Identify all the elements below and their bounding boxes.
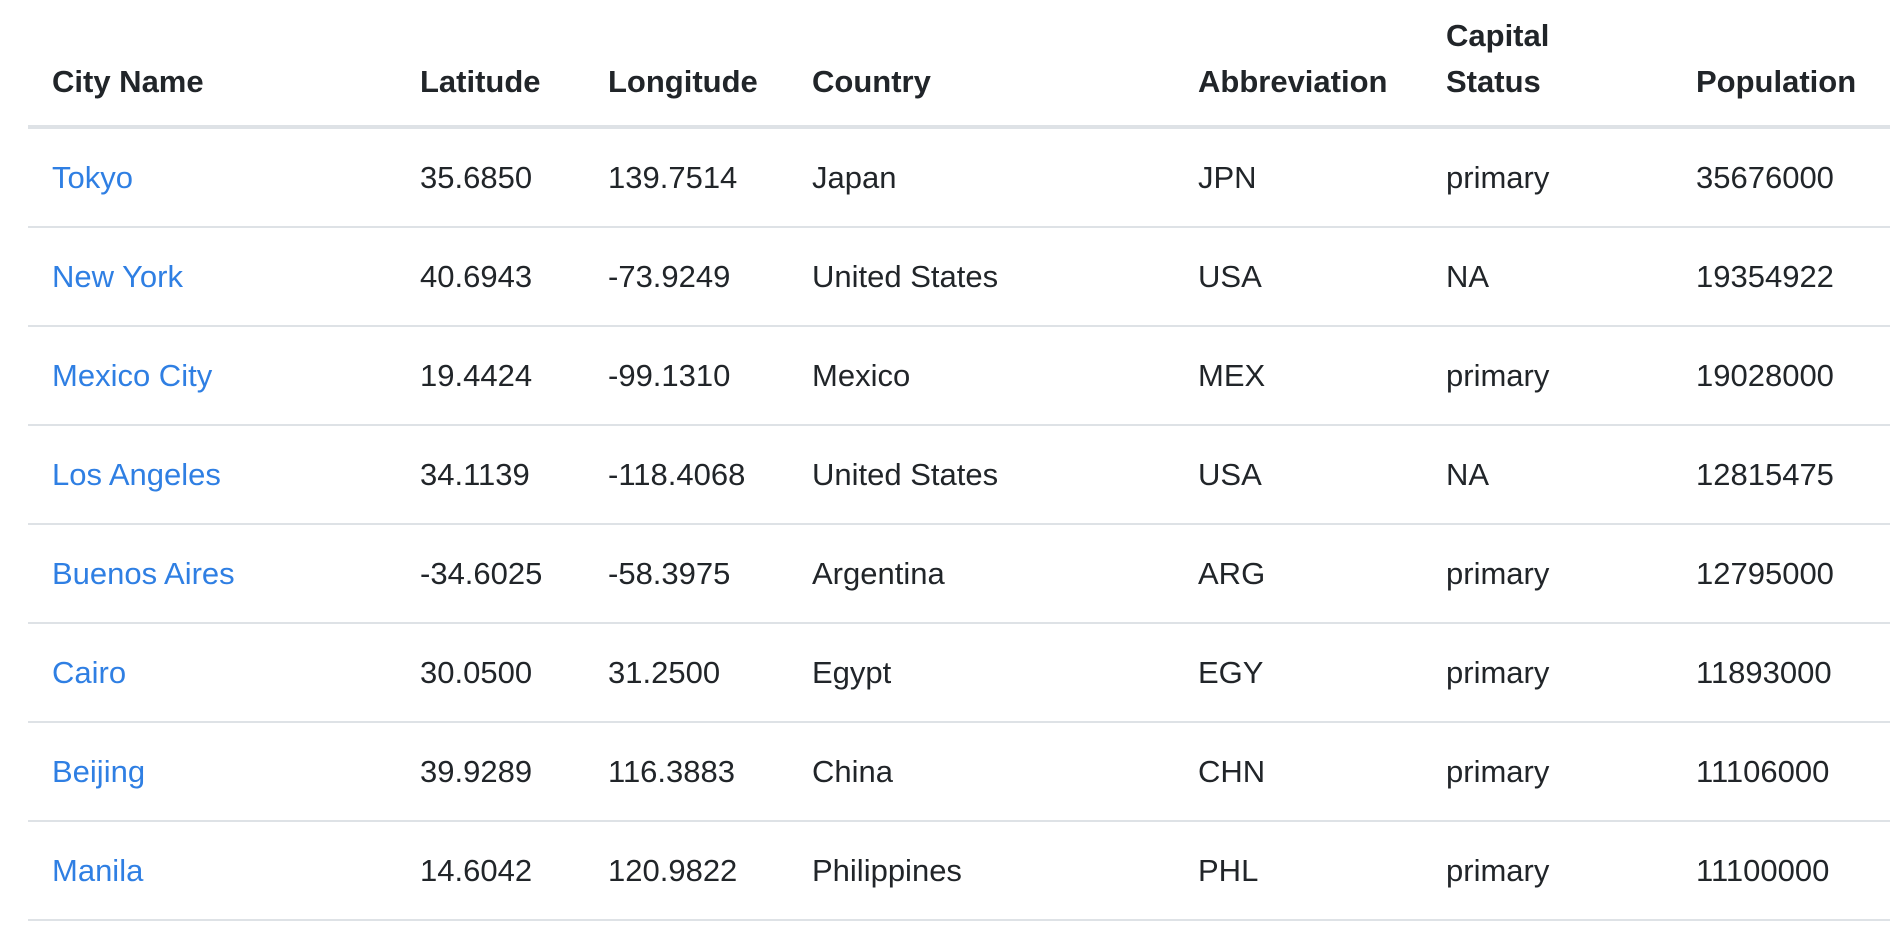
cell-population: 19028000 — [1672, 326, 1890, 426]
header-abbreviation: Abbreviation — [1174, 0, 1422, 129]
cell-country: United States — [788, 425, 1174, 525]
table-row: Manila 14.6042 120.9822 Philippines PHL prima… — [28, 821, 1890, 921]
header-capital-status-label: Capital Status — [1446, 18, 1550, 99]
cell-city-name: Cairo — [28, 623, 396, 723]
cell-capital-status: primary — [1422, 623, 1672, 723]
header-country: Country — [788, 0, 1174, 129]
cell-country: China — [788, 722, 1174, 822]
cell-population: 11893000 — [1672, 623, 1890, 723]
cell-latitude: 30.0500 — [396, 623, 584, 723]
cell-country: Argentina — [788, 524, 1174, 624]
cell-abbreviation: ARG — [1174, 524, 1422, 624]
table-row: Los Angeles 34.1139 -118.4068 United States… — [28, 425, 1890, 525]
cell-city-name: Tokyo — [28, 127, 396, 228]
cell-capital-status: NA — [1422, 425, 1672, 525]
city-link[interactable]: Manila — [52, 852, 144, 888]
cell-longitude: 120.9822 — [584, 821, 788, 921]
cell-city-name: Mexico City — [28, 326, 396, 426]
cities-table-container: City Name Latitude Longitude Country Abb… — [28, 0, 1890, 921]
cell-abbreviation: MEX — [1174, 326, 1422, 426]
cell-latitude: 40.6943 — [396, 227, 584, 327]
header-row: City Name Latitude Longitude Country Abb… — [28, 0, 1890, 129]
table-row: Beijing 39.9289 116.3883 China CHN primary 111… — [28, 722, 1890, 822]
cell-city-name: New York — [28, 227, 396, 327]
cell-population: 12815475 — [1672, 425, 1890, 525]
cell-latitude: 39.9289 — [396, 722, 584, 822]
cell-country: Philippines — [788, 821, 1174, 921]
cell-longitude: 116.3883 — [584, 722, 788, 822]
cell-city-name: Beijing — [28, 722, 396, 822]
header-city-name: City Name — [28, 0, 396, 129]
table-row: Cairo 30.0500 31.2500 Egypt EGY primary 118930… — [28, 623, 1890, 723]
cell-population: 35676000 — [1672, 127, 1890, 228]
cell-latitude: 34.1139 — [396, 425, 584, 525]
city-link[interactable]: New York — [52, 258, 183, 294]
cell-capital-status: primary — [1422, 722, 1672, 822]
table-header: City Name Latitude Longitude Country Abb… — [28, 0, 1890, 129]
cell-population: 19354922 — [1672, 227, 1890, 327]
cell-country: Egypt — [788, 623, 1174, 723]
cell-population: 12795000 — [1672, 524, 1890, 624]
cell-population: 11100000 — [1672, 821, 1890, 921]
cities-table: City Name Latitude Longitude Country Abb… — [28, 0, 1890, 921]
cell-latitude: 14.6042 — [396, 821, 584, 921]
table-row: Mexico City 19.4424 -99.1310 Mexico MEX prima… — [28, 326, 1890, 426]
city-link[interactable]: Los Angeles — [52, 456, 221, 492]
cell-abbreviation: PHL — [1174, 821, 1422, 921]
cell-city-name: Los Angeles — [28, 425, 396, 525]
header-latitude: Latitude — [396, 0, 584, 129]
cell-population: 11106000 — [1672, 722, 1890, 822]
cell-abbreviation: JPN — [1174, 127, 1422, 228]
cell-country: Japan — [788, 127, 1174, 228]
city-link[interactable]: Tokyo — [52, 159, 133, 195]
cell-abbreviation: USA — [1174, 425, 1422, 525]
cell-longitude: 31.2500 — [584, 623, 788, 723]
city-link[interactable]: Cairo — [52, 654, 127, 690]
cell-country: Mexico — [788, 326, 1174, 426]
table-row: Buenos Aires -34.6025 -58.3975 Argentina ARG… — [28, 524, 1890, 624]
cell-capital-status: NA — [1422, 227, 1672, 327]
header-capital-status: Capital Status — [1422, 0, 1672, 129]
table-row: Tokyo 35.6850 139.7514 Japan JPN primary 35676… — [28, 127, 1890, 228]
city-link[interactable]: Mexico City — [52, 357, 213, 393]
cell-abbreviation: USA — [1174, 227, 1422, 327]
cell-longitude: -118.4068 — [584, 425, 788, 525]
cell-country: United States — [788, 227, 1174, 327]
cell-capital-status: primary — [1422, 326, 1672, 426]
cell-longitude: -58.3975 — [584, 524, 788, 624]
cell-city-name: Buenos Aires — [28, 524, 396, 624]
cell-capital-status: primary — [1422, 127, 1672, 228]
cell-capital-status: primary — [1422, 821, 1672, 921]
cell-latitude: 35.6850 — [396, 127, 584, 228]
cell-abbreviation: CHN — [1174, 722, 1422, 822]
cell-city-name: Manila — [28, 821, 396, 921]
cell-abbreviation: EGY — [1174, 623, 1422, 723]
header-population: Population — [1672, 0, 1890, 129]
table-row: New York 40.6943 -73.9249 United States USA N… — [28, 227, 1890, 327]
cell-latitude: -34.6025 — [396, 524, 584, 624]
city-link[interactable]: Buenos Aires — [52, 555, 235, 591]
cell-longitude: 139.7514 — [584, 127, 788, 228]
table-body: Tokyo 35.6850 139.7514 Japan JPN primary 35676… — [28, 127, 1890, 921]
cell-capital-status: primary — [1422, 524, 1672, 624]
cell-longitude: -99.1310 — [584, 326, 788, 426]
header-longitude: Longitude — [584, 0, 788, 129]
cell-longitude: -73.9249 — [584, 227, 788, 327]
city-link[interactable]: Beijing — [52, 753, 146, 789]
cell-latitude: 19.4424 — [396, 326, 584, 426]
